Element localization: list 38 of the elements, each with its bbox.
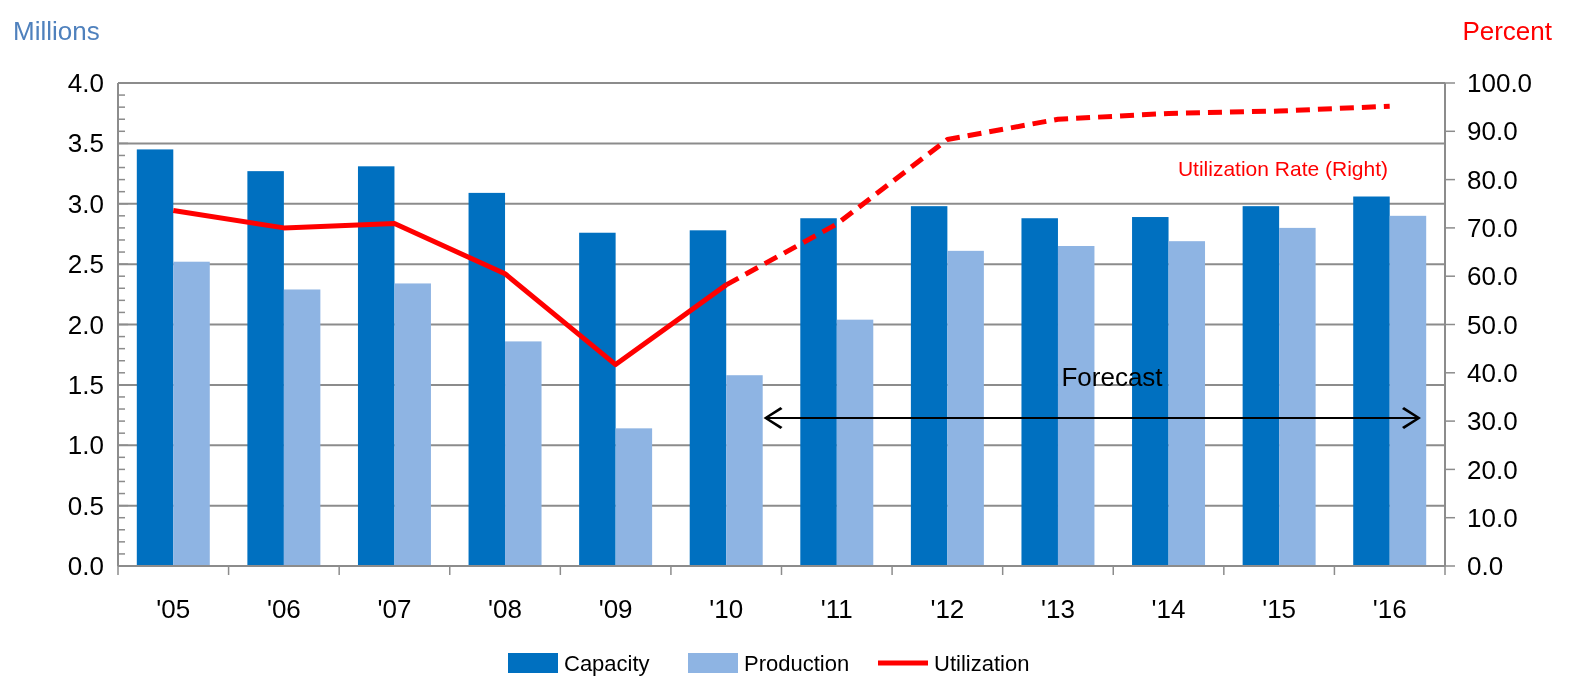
y2-axis-title: Percent xyxy=(1462,16,1553,46)
y-tick-label: 2.0 xyxy=(67,309,104,340)
y-tick-label: 4.0 xyxy=(67,68,104,99)
text: 0.0 xyxy=(67,551,104,582)
x-tick-label: '06 xyxy=(266,594,301,624)
y2-tick-label: 70.0 xyxy=(1467,213,1518,243)
x-tick-label: '07 xyxy=(377,594,412,624)
y2-tick-label: 80.0 xyxy=(1467,164,1518,195)
y-tick-label: 3.0 xyxy=(67,188,104,219)
x-tick-label: '11 xyxy=(820,594,853,624)
x-tick-label: '15 xyxy=(1262,594,1297,624)
y2-tick-label: 10.0 xyxy=(1467,502,1518,533)
y2-tick-label: 0.0 xyxy=(1467,551,1504,582)
y-tick-label: 0.5 xyxy=(67,490,104,521)
y2-tick-label: 50.0 xyxy=(1467,309,1518,340)
y2-tick-label: 20.0 xyxy=(1467,454,1518,485)
y-tick-label: 1.5 xyxy=(67,369,104,400)
legend-label: Production xyxy=(744,650,850,676)
x-tick-label: '05 xyxy=(156,594,191,624)
y2-tick-label: 60.0 xyxy=(1467,261,1518,292)
x-tick-label: '08 xyxy=(488,594,522,624)
y2-tick-label: 30.0 xyxy=(1467,406,1518,437)
legend-label: Utilization xyxy=(934,650,1030,676)
y2-tick-label: 90.0 xyxy=(1467,116,1518,147)
x-tick-label: '14 xyxy=(1151,594,1186,624)
x-tick-label: '16 xyxy=(1372,594,1407,624)
legend-label: Capacity xyxy=(564,650,650,676)
y-tick-label: 3.5 xyxy=(67,128,104,159)
annotation: Utilization Rate (Right) xyxy=(1177,157,1388,180)
y-tick-label: 2.5 xyxy=(67,249,104,280)
x-tick-label: '12 xyxy=(930,594,965,624)
x-tick-label: '13 xyxy=(1041,594,1075,624)
x-tick-label: '10 xyxy=(709,594,744,624)
y2-tick-label: 100.0 xyxy=(1467,68,1533,99)
y-axis-title: Millions xyxy=(13,16,100,46)
y2-tick-label: 40.0 xyxy=(1467,357,1518,388)
y-tick-label: 1.0 xyxy=(67,430,104,461)
x-tick-label: '09 xyxy=(598,594,633,624)
